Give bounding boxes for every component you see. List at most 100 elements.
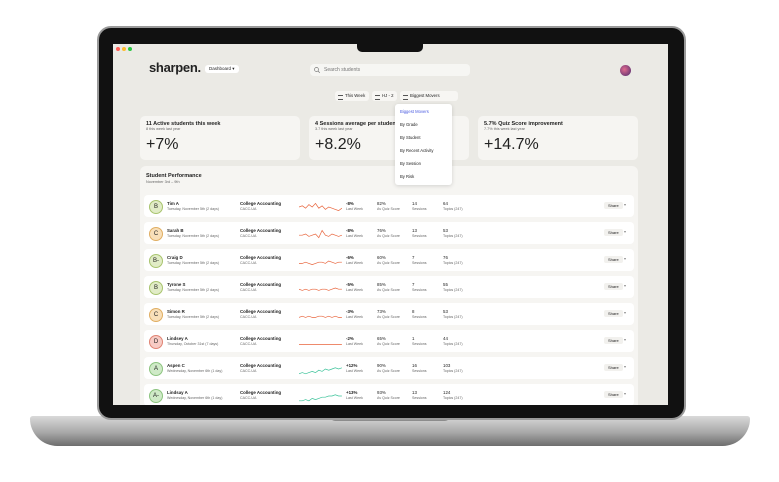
sessions-label: Sessions xyxy=(412,288,427,292)
sessions-value: 8 xyxy=(412,309,415,314)
stat-title: 11 Active students this week xyxy=(146,121,221,127)
row-menu[interactable]: ▾ xyxy=(624,364,627,369)
sort-dropdown: Biggest Movers By Grade By Student By Recen… xyxy=(395,104,452,185)
student-row[interactable]: D Lindsey A Thursday, October 31st (7 days… xyxy=(144,330,634,352)
filter-button[interactable]: This Week xyxy=(335,91,369,101)
laptop-base xyxy=(30,416,750,446)
stat-subtitle: 7.7% this week last year xyxy=(484,127,525,131)
row-menu[interactable]: ▾ xyxy=(624,283,627,288)
filter-button[interactable]: Biggest Movers xyxy=(400,91,458,101)
share-button[interactable]: Share xyxy=(604,202,623,209)
stat-title: 5.7% Quiz Score improvement xyxy=(484,121,563,127)
student-row[interactable]: C Sarah B Tuesday, November 5th (2 days) Co… xyxy=(144,222,634,244)
student-row[interactable]: B- Craig D Tuesday, November 5th (2 days) C… xyxy=(144,249,634,271)
student-row[interactable]: B Tim A Tuesday, November 5th (2 days) Coll… xyxy=(144,195,634,217)
topics-label: Topics (247) xyxy=(443,342,463,346)
student-name: Simon R xyxy=(167,309,185,314)
change-label: Last Week xyxy=(346,315,363,319)
topics-value: 55 xyxy=(443,282,448,287)
student-row[interactable]: B Tyrone S Tuesday, November 5th (2 days) C… xyxy=(144,276,634,298)
quiz-value: 93% xyxy=(377,390,386,395)
course-code: CACC-UA xyxy=(240,315,257,319)
share-button[interactable]: Share xyxy=(604,337,623,344)
topics-value: 53 xyxy=(443,228,448,233)
nav-label: Dashboard xyxy=(209,66,232,71)
share-button[interactable]: Share xyxy=(604,310,623,317)
change-label: Last Week xyxy=(346,234,363,238)
dropdown-item[interactable]: By Student xyxy=(400,135,421,140)
quiz-label: Av Quiz Score xyxy=(377,207,400,211)
sparkline xyxy=(299,394,342,402)
share-button[interactable]: Share xyxy=(604,256,623,263)
search-placeholder: Search students xyxy=(324,67,361,73)
sessions-value: 1 xyxy=(412,336,415,341)
course-name: College Accounting xyxy=(240,363,282,368)
row-menu[interactable]: ▾ xyxy=(624,202,627,207)
sessions-label: Sessions xyxy=(412,261,427,265)
dropdown-item[interactable]: By Risk xyxy=(400,174,415,179)
topics-label: Topics (247) xyxy=(443,396,463,400)
student-date: Tuesday, November 5th (2 days) xyxy=(167,315,219,319)
sparkline xyxy=(299,367,343,375)
change-value: -8% xyxy=(346,201,354,206)
change-value: +13% xyxy=(346,390,358,395)
row-menu[interactable]: ▾ xyxy=(624,229,627,234)
quiz-value: 65% xyxy=(377,336,386,341)
row-menu[interactable]: ▾ xyxy=(624,391,627,396)
student-name: Lindsey A xyxy=(167,336,188,341)
stat-subtitle: 3.7 this week last year xyxy=(315,127,353,131)
row-menu[interactable]: ▾ xyxy=(624,337,627,342)
dropdown-item[interactable]: By Grade xyxy=(400,122,418,127)
stat-value: +8.2% xyxy=(315,136,361,153)
stat-value: +14.7% xyxy=(484,136,539,153)
row-menu[interactable]: ▾ xyxy=(624,310,627,315)
grade-badge: D xyxy=(149,335,163,349)
quiz-value: 60% xyxy=(377,255,386,260)
course-name: College Accounting xyxy=(240,390,282,395)
sessions-value: 7 xyxy=(412,255,415,260)
student-date: Wednesday, November 6th (1 day) xyxy=(167,369,223,373)
sessions-value: 14 xyxy=(412,201,417,206)
dropdown-item[interactable]: By Recent Activity xyxy=(400,148,434,153)
stat-subtitle: 8 this week last year xyxy=(146,127,181,131)
share-button[interactable]: Share xyxy=(604,283,623,290)
window-zoom[interactable] xyxy=(128,47,132,51)
share-button[interactable]: Share xyxy=(604,364,623,371)
dropdown-item[interactable]: Biggest Movers xyxy=(400,109,429,114)
course-code: CACC-UA xyxy=(240,369,257,373)
share-button[interactable]: Share xyxy=(604,229,623,236)
search-box[interactable]: Search students xyxy=(310,64,470,76)
student-name: Aspen C xyxy=(167,363,185,368)
student-date: Tuesday, November 5th (2 days) xyxy=(167,261,219,265)
topics-value: 76 xyxy=(443,255,448,260)
window-close[interactable] xyxy=(116,47,120,51)
nav-dropdown[interactable]: Dashboard ▾ xyxy=(205,65,239,73)
sparkline xyxy=(299,202,343,211)
student-name: Tyrone S xyxy=(167,282,186,287)
course-code: CACC-UA xyxy=(240,288,257,292)
quiz-label: Av Quiz Score xyxy=(377,315,400,319)
topics-value: 103 xyxy=(443,363,451,368)
filter-button[interactable]: HJ - 2 xyxy=(372,91,397,101)
student-row[interactable]: C Simon R Tuesday, November 5th (2 days) Co… xyxy=(144,303,634,325)
student-row[interactable]: A- Lindsay A Wednesday, November 6th (1 da… xyxy=(144,384,634,405)
sessions-label: Sessions xyxy=(412,234,427,238)
row-menu[interactable]: ▾ xyxy=(624,256,627,261)
change-value: -8% xyxy=(346,228,354,233)
panel-subtitle: November 3rd – 9th xyxy=(146,180,180,184)
course-code: CACC-UA xyxy=(240,207,257,211)
window-minimize[interactable] xyxy=(122,47,126,51)
change-value: -6% xyxy=(346,255,354,260)
share-button[interactable]: Share xyxy=(604,391,623,398)
sessions-value: 16 xyxy=(412,363,417,368)
sparkline xyxy=(299,287,342,291)
course-name: College Accounting xyxy=(240,309,282,314)
avatar[interactable] xyxy=(620,65,631,76)
student-date: Tuesday, November 5th (2 days) xyxy=(167,288,219,292)
course-code: CACC-UA xyxy=(240,396,257,400)
change-value: -5% xyxy=(346,282,354,287)
logo[interactable]: sharpen. xyxy=(149,60,201,75)
dropdown-item[interactable]: By Session xyxy=(400,161,421,166)
student-row[interactable]: A Aspen C Wednesday, November 6th (1 day) C… xyxy=(144,357,634,379)
grade-badge: A xyxy=(149,362,163,376)
